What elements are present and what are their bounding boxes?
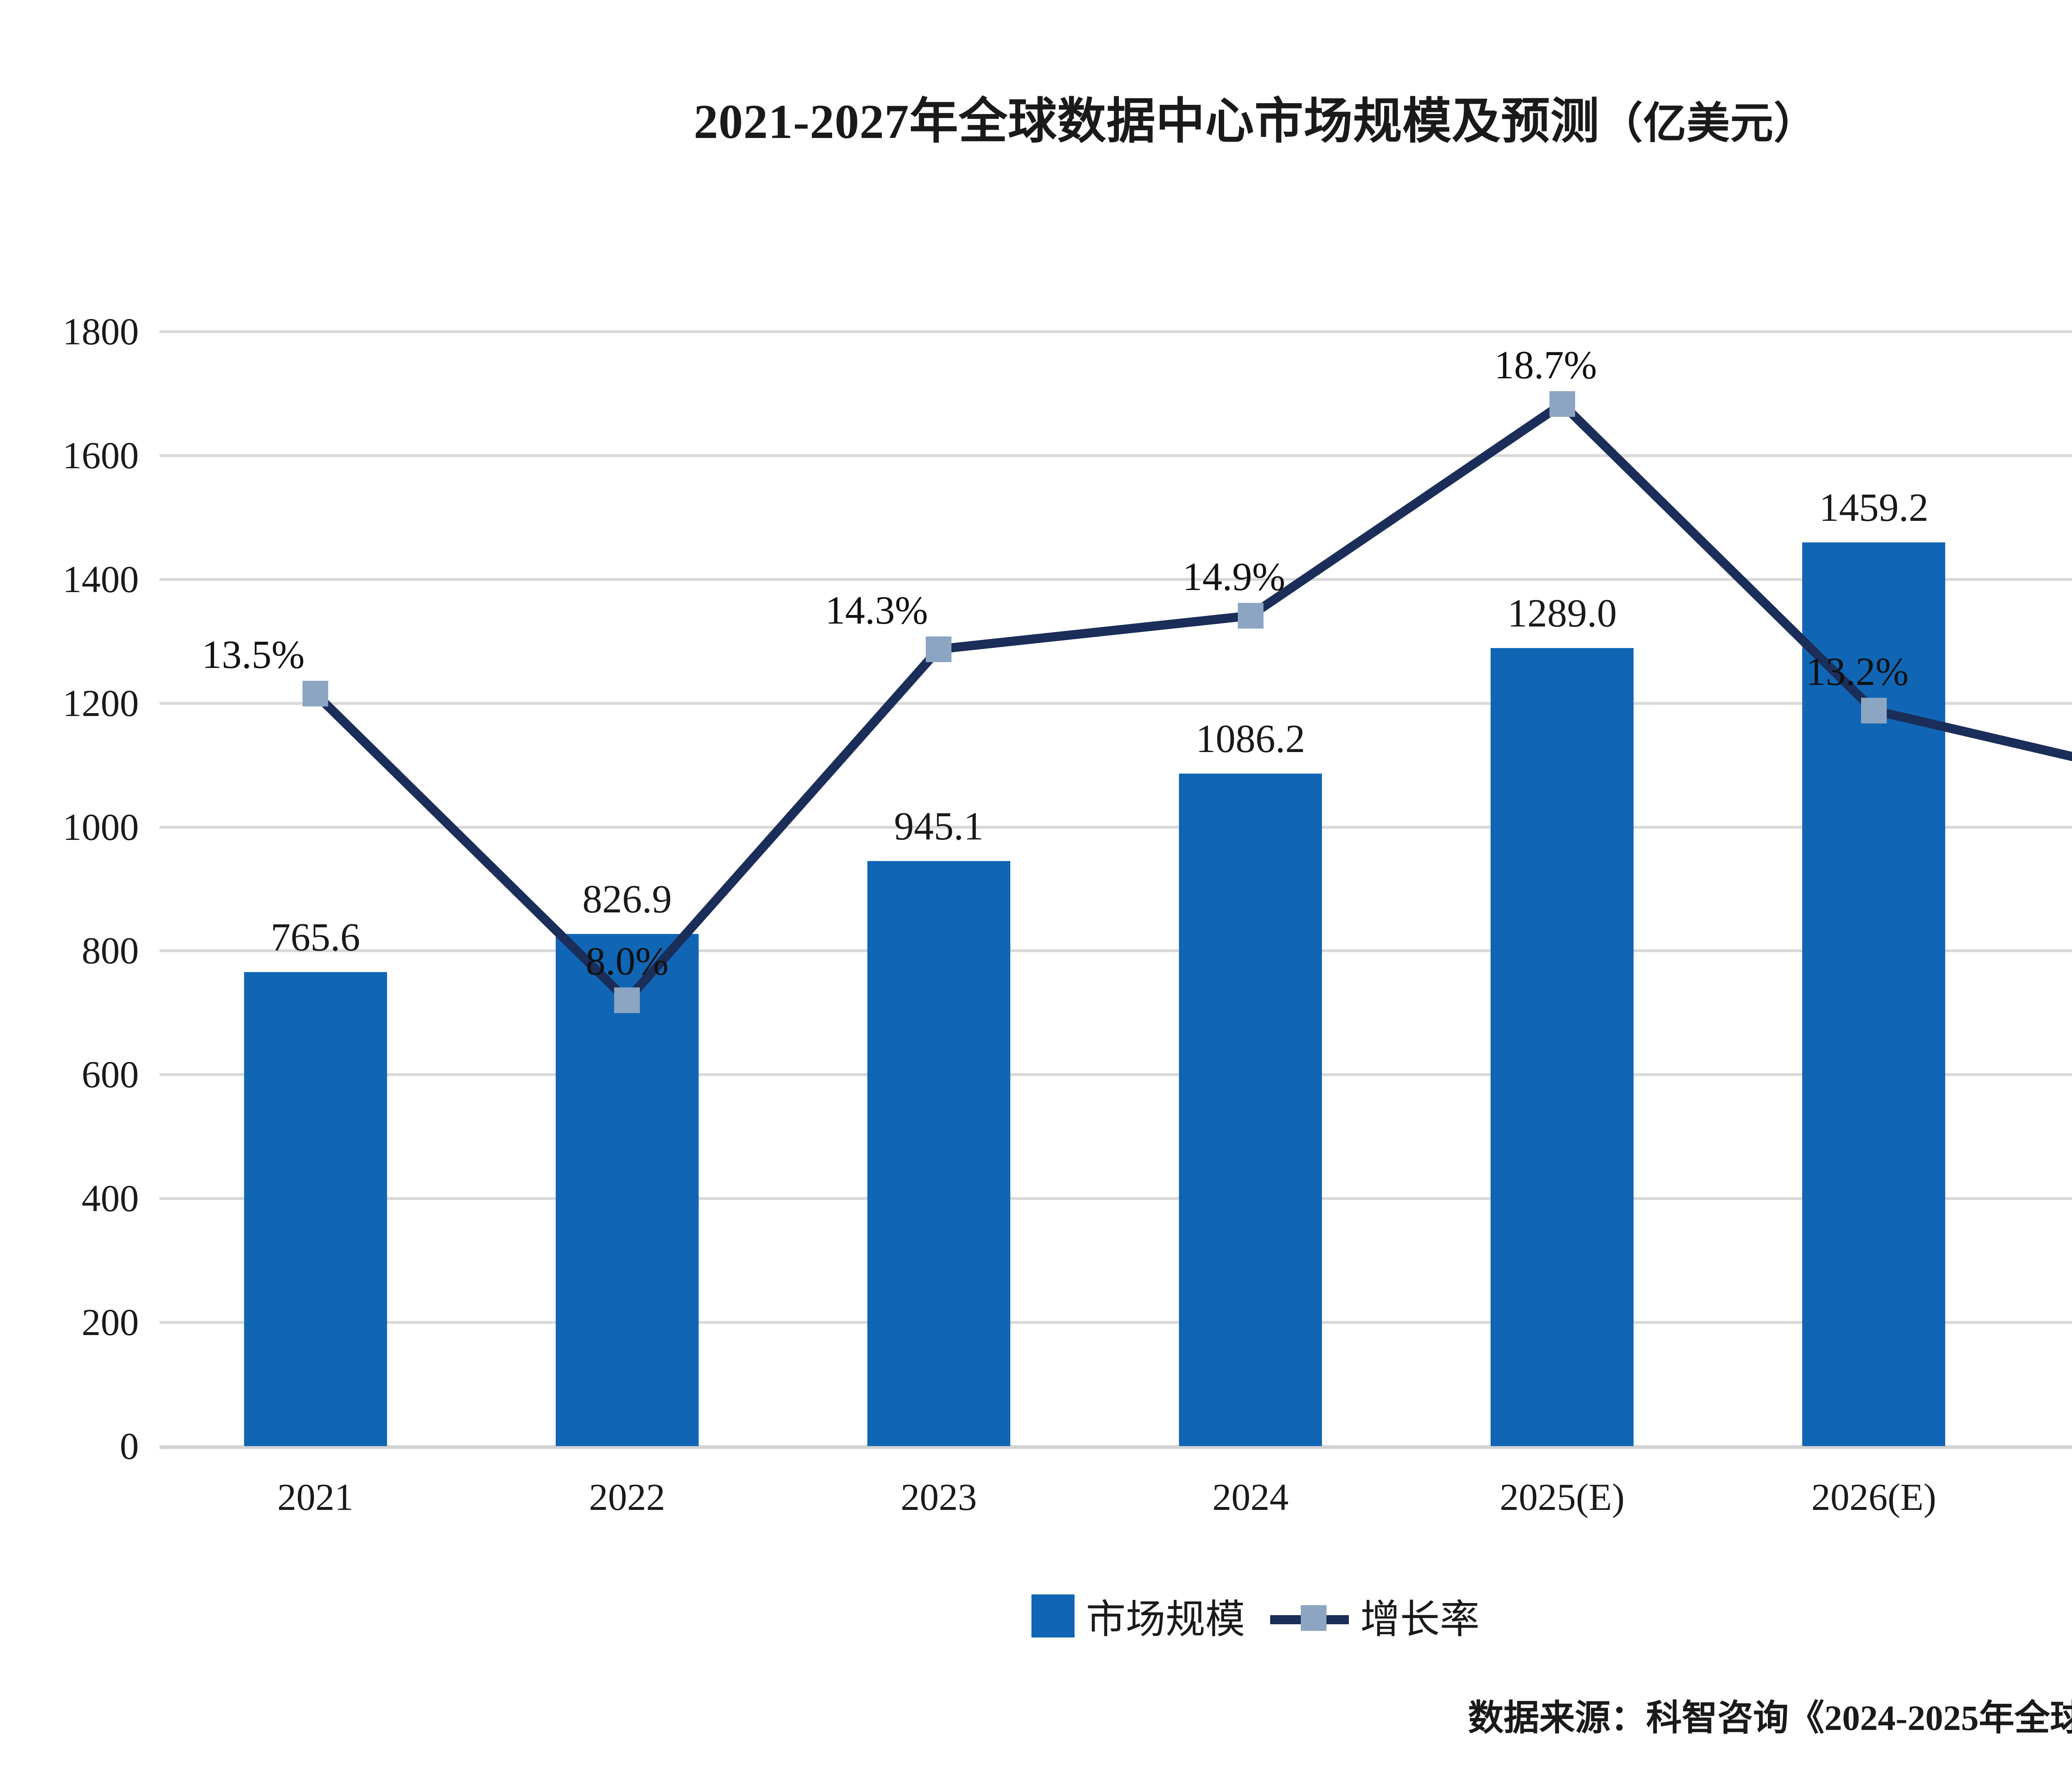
line-square-marker-icon	[1270, 1594, 1349, 1638]
chart-title-unit: （亿美元）	[1600, 100, 1818, 148]
legend-item-growth-rate[interactable]: 增长率	[1270, 1587, 1480, 1645]
growth-rate-value-label: 8.0%	[586, 939, 669, 983]
bar-value-label: 945.1	[894, 803, 984, 848]
growth-rate-value-label: 14.9%	[1182, 554, 1285, 599]
y-axis-left-tick: 1400	[63, 558, 139, 600]
growth-rate-marker[interactable]	[1549, 391, 1575, 417]
growth-rate-marker[interactable]	[614, 987, 640, 1013]
legend-item-market-size[interactable]: 市场规模	[1031, 1587, 1245, 1645]
gridline	[160, 454, 2072, 457]
gridline	[160, 825, 2072, 829]
y-axis-left-tick: 1800	[63, 310, 139, 353]
plot-area: 765.6826.9945.11086.21289.01459.21632.5 …	[63, 310, 2072, 1467]
bar-value-label: 765.6	[271, 914, 361, 959]
gridline	[160, 1197, 2072, 1200]
gridline	[160, 1321, 2072, 1324]
axis-baseline	[160, 1445, 2072, 1449]
bar-2026e[interactable]	[1802, 542, 1946, 1446]
y-axis-left-tick: 0	[120, 1425, 139, 1467]
y-axis-left: 0 200 400 600 800 1000 1200 1400 1600 1800	[27, 310, 139, 1467]
growth-rate-value-label: 18.7%	[1494, 342, 1597, 387]
chart-title: 2021-2027年全球数据中心市场规模及预测（亿美元）	[0, 81, 2072, 152]
bar-2023[interactable]	[867, 861, 1010, 1446]
bar-2021[interactable]	[244, 972, 387, 1446]
gridline	[160, 1073, 2072, 1076]
bar-value-label: 1289.0	[1507, 590, 1617, 635]
growth-rate-value-label: 13.2%	[1806, 649, 1909, 694]
growth-rate-marker[interactable]	[1861, 697, 1887, 723]
x-axis-tick-2025e: 2025(E)	[1499, 1476, 1625, 1518]
gridline	[160, 578, 2072, 581]
growth-rate-line	[312, 398, 2072, 1007]
growth-rate-value-label: 13.5%	[202, 632, 305, 677]
y-axis-left-tick: 1600	[63, 434, 139, 477]
chart-title-main: 2021-2027年全球数据中心市场规模及预测	[693, 94, 1600, 149]
gridline	[160, 949, 2072, 953]
bar-value-label: 1086.2	[1196, 716, 1305, 761]
x-axis-tick-2026e: 2026(E)	[1811, 1476, 1936, 1518]
legend-label-market-size: 市场规模	[1086, 1597, 1245, 1642]
bar-value-label: 826.9	[582, 877, 672, 922]
x-axis-tick-2022: 2022	[589, 1476, 666, 1518]
growth-rate-marker[interactable]	[1237, 602, 1264, 629]
bar-swatch-icon	[1031, 1594, 1075, 1638]
y-axis-left-tick: 200	[82, 1301, 139, 1344]
chart-legend: 市场规模 增长率	[0, 1587, 2072, 1645]
bar-2022[interactable]	[555, 934, 699, 1446]
bar-2025e[interactable]	[1491, 648, 1634, 1446]
bar-value-label: 1459.2	[1819, 485, 1929, 530]
growth-rate-value-label: 14.3%	[825, 588, 928, 632]
y-axis-left-tick: 1200	[63, 682, 139, 724]
y-axis-left-tick: 1000	[63, 806, 139, 848]
y-axis-left-tick: 600	[82, 1053, 139, 1096]
y-axis-left-tick: 400	[82, 1177, 139, 1220]
y-axis-left-tick: 800	[82, 929, 139, 972]
growth-rate-marker[interactable]	[926, 636, 952, 662]
legend-label-growth-rate: 增长率	[1360, 1597, 1480, 1642]
growth-rate-marker[interactable]	[303, 681, 329, 707]
growth-rate-line-group	[312, 398, 2072, 1007]
x-axis-tick-2023: 2023	[900, 1476, 977, 1518]
x-axis-tick-2024: 2024	[1212, 1476, 1289, 1518]
gridline	[160, 701, 2072, 705]
bar-2024[interactable]	[1179, 773, 1322, 1446]
x-axis-tick-2021: 2021	[277, 1476, 354, 1518]
gridline	[160, 330, 2072, 333]
source-note: 数据来源：科智咨询《2024-2025年全球数据中心市场研究报告》	[1468, 1698, 2072, 1738]
